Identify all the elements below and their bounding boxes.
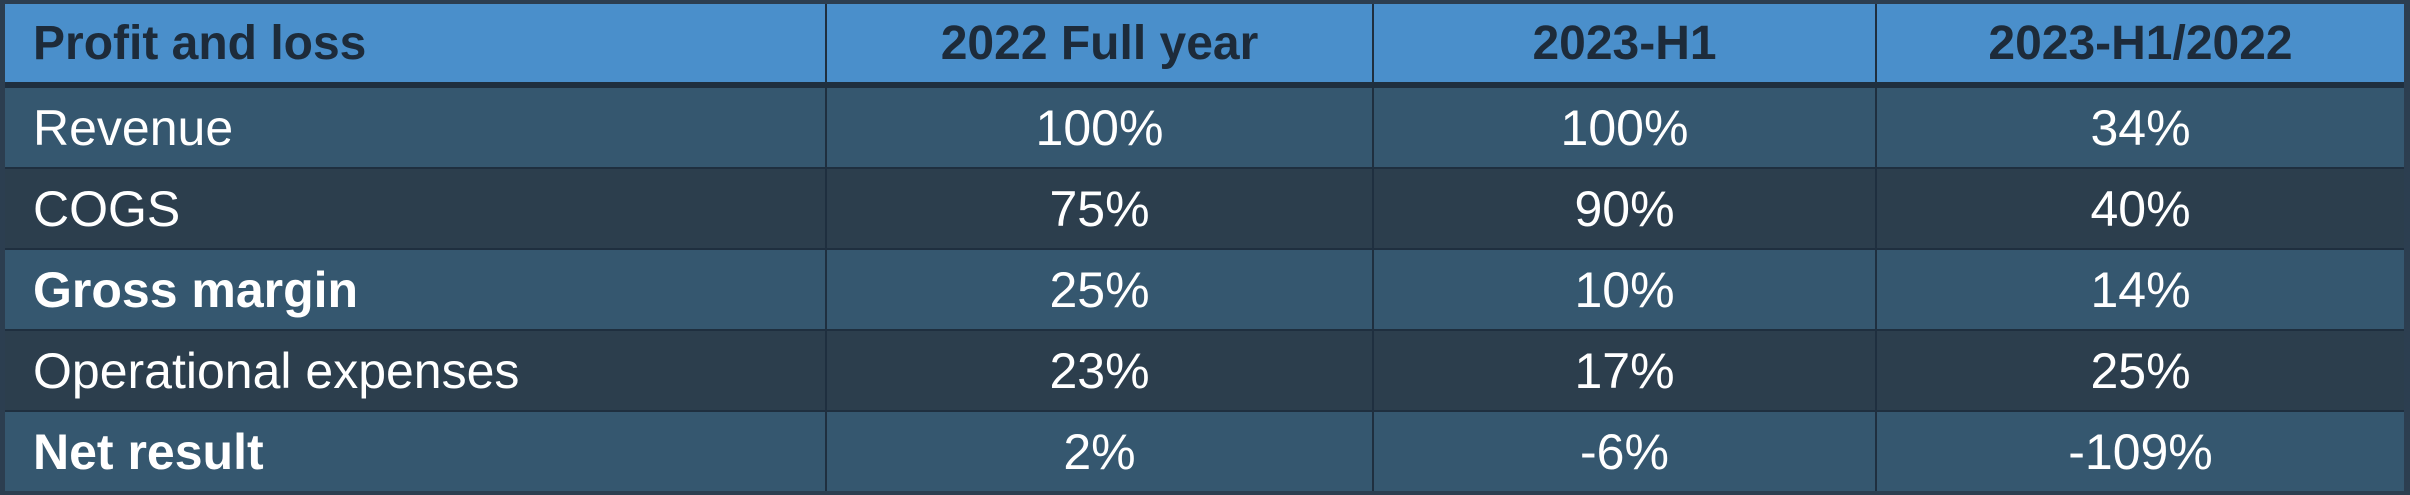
row-label: Net result <box>5 411 827 491</box>
column-header-ratio: 2023-H1/2022 <box>1876 4 2404 88</box>
header-row: Profit and loss 2022 Full year 2023-H1 2… <box>5 4 2404 88</box>
table-cell: 10% <box>1373 249 1877 331</box>
table-cell: 100% <box>826 85 1374 169</box>
table-cell: 23% <box>826 330 1374 412</box>
table-cell: 100% <box>1373 85 1877 169</box>
table-row: Revenue 100% 100% 34% <box>5 85 2404 169</box>
table-row: Gross margin 25% 10% 14% <box>5 249 2404 331</box>
table-cell: 17% <box>1373 330 1877 412</box>
table-cell: 25% <box>826 249 1374 331</box>
table-cell: 34% <box>1876 85 2404 169</box>
profit-loss-table: Profit and loss 2022 Full year 2023-H1 2… <box>5 4 2404 491</box>
column-header-2022-full-year: 2022 Full year <box>826 4 1374 88</box>
row-label: Operational expenses <box>5 330 827 412</box>
table-row: Net result 2% -6% -109% <box>5 411 2404 491</box>
table-cell: -109% <box>1876 411 2404 491</box>
table-cell: 90% <box>1373 168 1877 250</box>
table-cell: 2% <box>826 411 1374 491</box>
row-label: COGS <box>5 168 827 250</box>
table-row: COGS 75% 90% 40% <box>5 168 2404 250</box>
table-cell: 25% <box>1876 330 2404 412</box>
row-label: Revenue <box>5 85 827 169</box>
table-cell: 14% <box>1876 249 2404 331</box>
table-cell: -6% <box>1373 411 1877 491</box>
row-label: Gross margin <box>5 249 827 331</box>
table-row: Operational expenses 23% 17% 25% <box>5 330 2404 412</box>
table-cell: 75% <box>826 168 1374 250</box>
column-header-label: Profit and loss <box>5 4 827 88</box>
column-header-2023-h1: 2023-H1 <box>1373 4 1877 88</box>
table-cell: 40% <box>1876 168 2404 250</box>
